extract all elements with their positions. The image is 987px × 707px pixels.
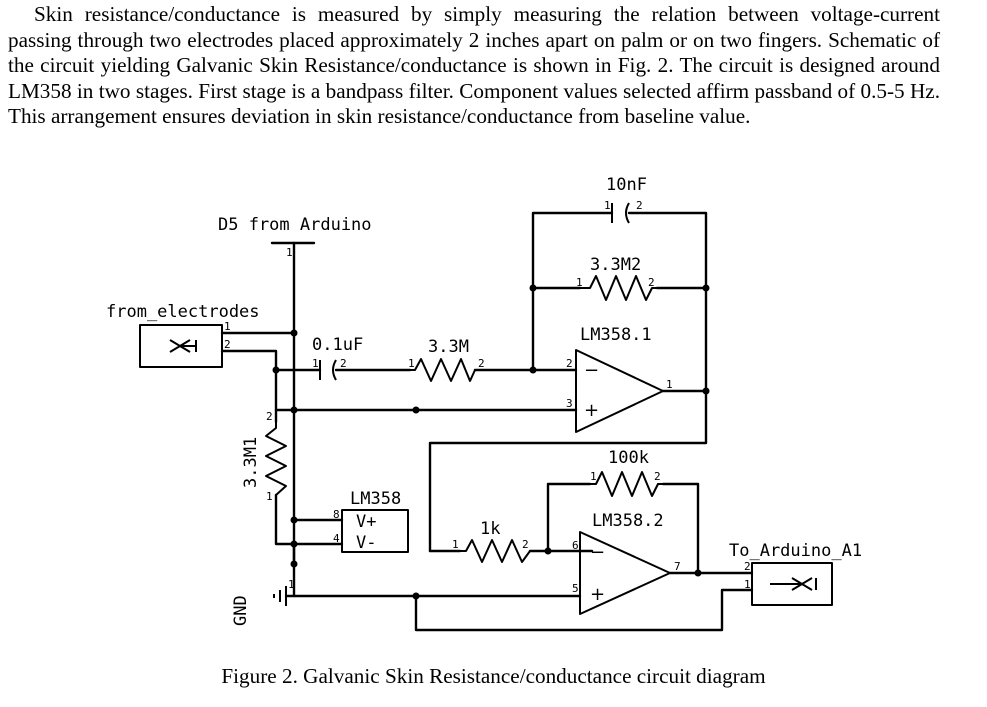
wires bbox=[220, 211, 754, 632]
svg-text:1: 1 bbox=[452, 538, 459, 551]
svg-text:2: 2 bbox=[522, 538, 529, 551]
svg-text:1: 1 bbox=[312, 357, 319, 370]
svg-text:1: 1 bbox=[744, 578, 751, 591]
svg-text:1: 1 bbox=[666, 378, 673, 391]
label-vminus: V- bbox=[356, 533, 376, 553]
lm358-power-block bbox=[341, 509, 409, 553]
pin-numbers: 1 2 1 2 1 2 1 2 1 2 2 3 1 1 2 1 8 4 1 1 … bbox=[224, 199, 751, 595]
svg-text:2: 2 bbox=[648, 276, 655, 289]
svg-text:2: 2 bbox=[654, 470, 661, 483]
label-d5: D5 from Arduino bbox=[218, 215, 372, 235]
svg-text:1: 1 bbox=[604, 199, 611, 212]
svg-text:1: 1 bbox=[288, 578, 295, 591]
svg-text:4: 4 bbox=[333, 532, 340, 545]
resistor-100k bbox=[590, 471, 663, 497]
svg-text:1: 1 bbox=[224, 320, 231, 333]
opamp1-minus-sign: − bbox=[584, 360, 599, 381]
svg-text:6: 6 bbox=[572, 539, 579, 552]
output-connector bbox=[751, 562, 833, 606]
label-to-arduino-a1: To_Arduino_A1 bbox=[729, 541, 862, 561]
opamp2-plus-sign: + bbox=[590, 584, 605, 605]
svg-text:2: 2 bbox=[266, 410, 273, 423]
capacitor-10nF bbox=[611, 202, 630, 224]
opamp-lm358-1 bbox=[575, 349, 664, 433]
ground-symbol bbox=[273, 586, 287, 606]
label-lm358-1: LM358.1 bbox=[580, 325, 652, 345]
label-from-electrodes: from_electrodes bbox=[106, 302, 260, 322]
svg-text:2: 2 bbox=[340, 357, 347, 370]
label-gnd: GND bbox=[231, 595, 251, 626]
resistor-3-3M bbox=[410, 358, 476, 382]
svg-text:8: 8 bbox=[333, 508, 340, 521]
label-0-1uF: 0.1uF bbox=[312, 335, 363, 355]
svg-text:2: 2 bbox=[224, 338, 231, 351]
svg-text:2: 2 bbox=[636, 199, 643, 212]
electrode-connector bbox=[139, 324, 223, 368]
resistor-3-3M2 bbox=[580, 275, 657, 301]
label-vplus: V+ bbox=[356, 512, 376, 532]
label-lm358-2: LM358.2 bbox=[592, 511, 664, 531]
capacitor-0-1uF bbox=[319, 359, 337, 381]
body-paragraph: Skin resistance/conductance is measured … bbox=[8, 2, 940, 129]
svg-text:5: 5 bbox=[572, 582, 579, 595]
svg-text:1: 1 bbox=[266, 490, 273, 503]
junction-dots bbox=[272, 284, 710, 600]
opamp1-plus-sign: + bbox=[584, 400, 599, 421]
svg-text:1: 1 bbox=[286, 246, 293, 259]
label-10nF: 10nF bbox=[606, 175, 647, 195]
svg-text:7: 7 bbox=[674, 560, 681, 573]
svg-text:3: 3 bbox=[566, 397, 573, 410]
svg-text:2: 2 bbox=[744, 560, 751, 573]
opamp-lm358-2 bbox=[579, 531, 671, 615]
opamp2-minus-sign: − bbox=[590, 542, 605, 563]
resistor-1k bbox=[460, 539, 531, 563]
figure-caption: Figure 2. Galvanic Skin Resistance/condu… bbox=[221, 664, 766, 688]
svg-text:1: 1 bbox=[408, 357, 415, 370]
label-3-3M2: 3.3M2 bbox=[590, 255, 641, 275]
svg-text:2: 2 bbox=[478, 357, 485, 370]
label-3-3M: 3.3M bbox=[428, 337, 469, 357]
label-1k: 1k bbox=[480, 519, 500, 539]
label-lm358-power: LM358 bbox=[350, 489, 401, 509]
svg-text:1: 1 bbox=[576, 276, 583, 289]
label-100k: 100k bbox=[608, 448, 649, 468]
svg-text:1: 1 bbox=[590, 470, 597, 483]
resistor-3-3M1 bbox=[265, 422, 287, 496]
label-3-3M1: 3.3M1 bbox=[241, 437, 261, 488]
svg-text:2: 2 bbox=[566, 357, 573, 370]
